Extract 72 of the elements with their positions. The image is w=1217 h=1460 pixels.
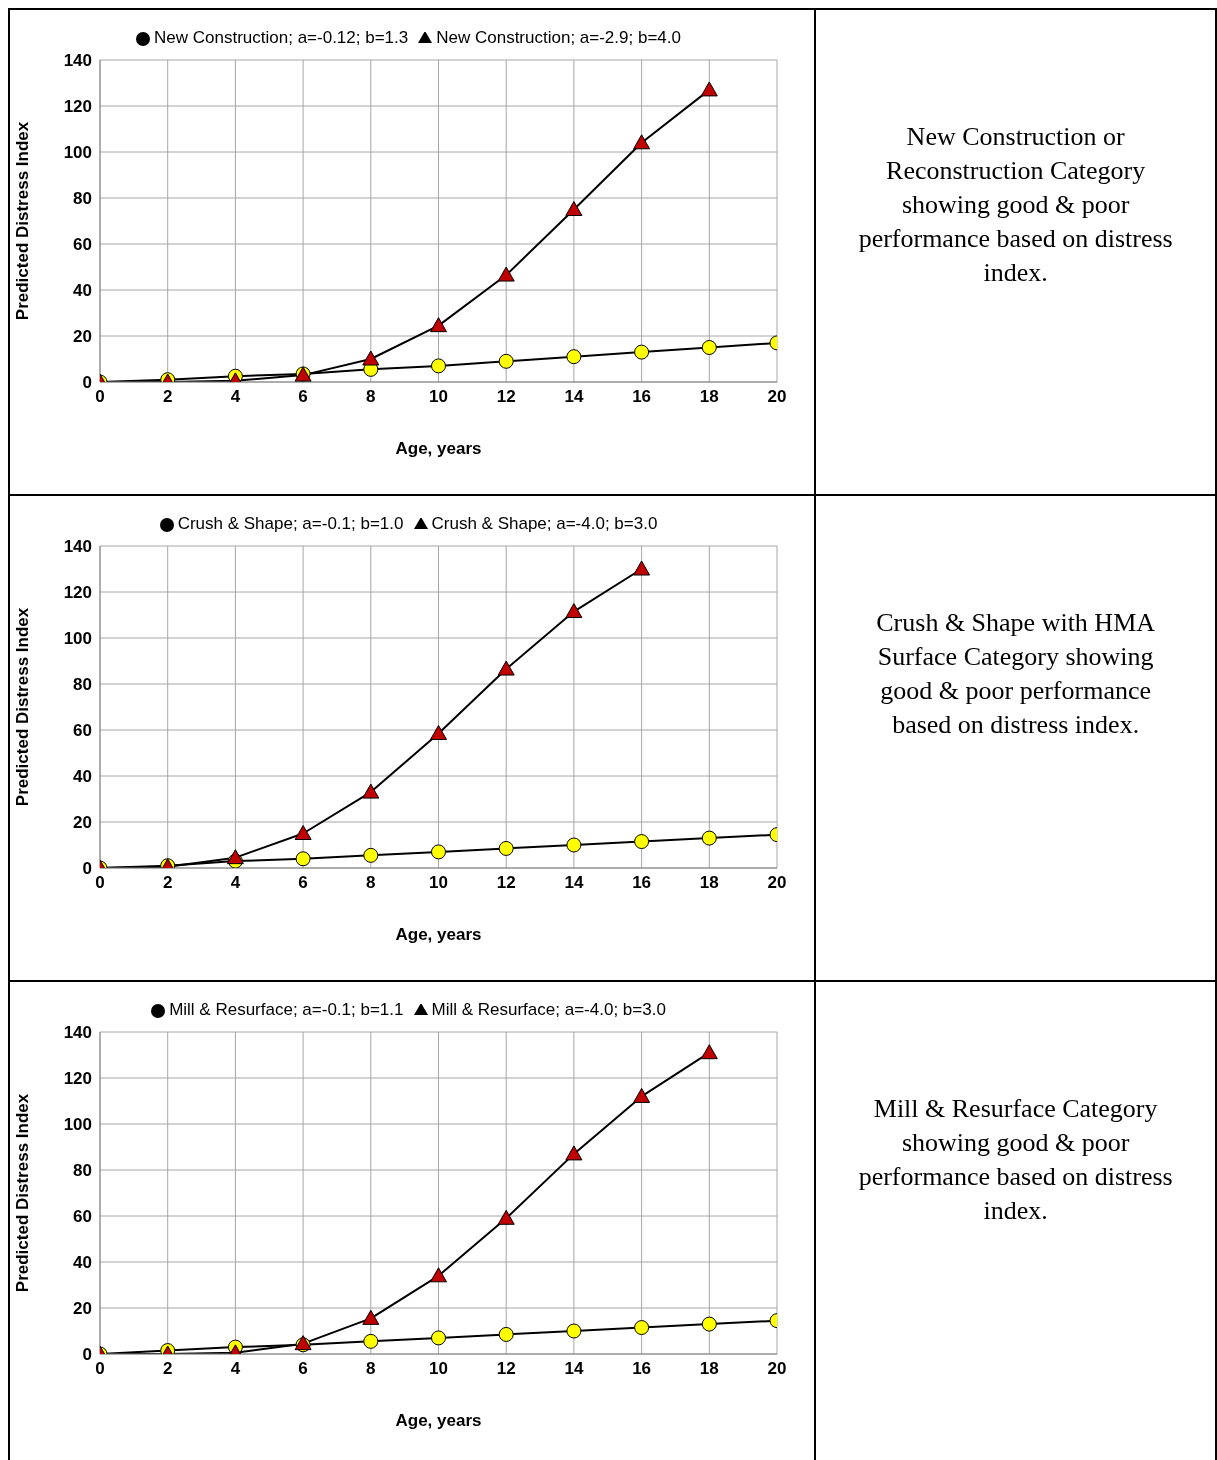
legend-label: Crush & Shape; a=-0.1; b=1.0 xyxy=(177,514,404,533)
y-tick-label: 100 xyxy=(63,1115,92,1135)
x-axis-title: Age, years xyxy=(395,925,482,944)
x-tick-label: 14 xyxy=(564,873,584,893)
y-tick-label: 140 xyxy=(63,1023,92,1043)
y-tick-label: 20 xyxy=(73,327,92,347)
y-tick-label: 20 xyxy=(73,813,92,833)
x-tick-label: 6 xyxy=(298,1359,308,1379)
y-tick-label: 100 xyxy=(63,629,92,649)
y-tick-label: 100 xyxy=(63,143,92,163)
y-tick-label: 60 xyxy=(73,235,92,255)
y-tick-label: 120 xyxy=(63,97,92,117)
text: New Construction or Reconstruction Category showing good & poor performance based on distress index. xyxy=(857,121,1174,289)
x-tick-label: 4 xyxy=(230,1359,241,1379)
x-tick-label: 16 xyxy=(632,1359,652,1379)
x-tick-label: 16 xyxy=(632,387,652,407)
x-tick-label: 8 xyxy=(366,387,376,407)
x-tick-label: 14 xyxy=(564,387,584,407)
legend-label: New Construction; a=-0.12; b=1.3 xyxy=(154,28,409,47)
y-tick-label: 0 xyxy=(82,373,92,393)
x-tick-label: 18 xyxy=(699,873,719,893)
x-tick-label: 2 xyxy=(162,387,173,407)
y-tick-label: 0 xyxy=(82,1345,92,1365)
y-tick-label: 80 xyxy=(73,675,92,695)
x-tick-label: 20 xyxy=(767,387,787,407)
y-axis-title: Predicted Distress Index xyxy=(13,607,33,807)
legend-label: New Construction; a=-2.9; b=4.0 xyxy=(436,28,681,47)
text: Crush & Shape with HMA Surface Category showing good & poor performance based on distress index. xyxy=(875,607,1157,741)
y-tick-label: 40 xyxy=(73,281,92,301)
x-tick-label: 18 xyxy=(699,387,719,407)
y-tick-label: 0 xyxy=(82,859,92,879)
x-tick-label: 4 xyxy=(230,387,241,407)
x-tick-label: 4 xyxy=(230,873,241,893)
text: Mill & Resurface Category showing good & poor performance based on distress index. xyxy=(857,1093,1174,1227)
legend-label: Mill & Resurface; a=-0.1; b=1.1 xyxy=(169,1000,404,1019)
y-tick-label: 40 xyxy=(73,767,92,787)
y-tick-label: 20 xyxy=(73,1299,92,1319)
y-tick-label: 140 xyxy=(63,537,92,557)
x-tick-label: 6 xyxy=(298,873,308,893)
y-axis-title: Predicted Distress Index xyxy=(13,121,33,321)
x-tick-label: 12 xyxy=(496,1359,516,1379)
y-tick-label: 80 xyxy=(73,189,92,209)
x-tick-label: 8 xyxy=(366,873,376,893)
x-tick-label: 0 xyxy=(95,387,105,407)
x-tick-label: 0 xyxy=(95,1359,105,1379)
x-axis-title: Age, years xyxy=(395,439,482,458)
x-tick-label: 10 xyxy=(429,387,448,407)
y-tick-label: 60 xyxy=(73,721,92,741)
x-tick-label: 16 xyxy=(632,873,652,893)
y-tick-label: 80 xyxy=(73,1161,92,1181)
x-tick-label: 12 xyxy=(496,873,516,893)
x-tick-label: 20 xyxy=(767,1359,787,1379)
x-axis-title: Age, years xyxy=(395,1411,482,1430)
x-tick-label: 18 xyxy=(699,1359,719,1379)
x-tick-label: 20 xyxy=(767,873,787,893)
x-tick-label: 6 xyxy=(298,387,308,407)
x-tick-label: 8 xyxy=(366,1359,376,1379)
y-tick-label: 120 xyxy=(63,583,92,603)
y-tick-label: 40 xyxy=(73,1253,92,1273)
y-tick-label: 60 xyxy=(73,1207,92,1227)
x-tick-label: 12 xyxy=(496,387,516,407)
legend-label: Crush & Shape; a=-4.0; b=3.0 xyxy=(431,514,658,533)
x-tick-label: 14 xyxy=(564,1359,584,1379)
legend-label: Mill & Resurface; a=-4.0; b=3.0 xyxy=(431,1000,666,1019)
x-tick-label: 10 xyxy=(429,873,448,893)
x-tick-label: 10 xyxy=(429,1359,448,1379)
x-tick-label: 2 xyxy=(162,873,173,893)
x-tick-label: 0 xyxy=(95,873,105,893)
y-tick-label: 120 xyxy=(63,1069,92,1089)
y-tick-label: 140 xyxy=(63,51,92,71)
x-tick-label: 2 xyxy=(162,1359,173,1379)
y-axis-title: Predicted Distress Index xyxy=(13,1093,33,1293)
